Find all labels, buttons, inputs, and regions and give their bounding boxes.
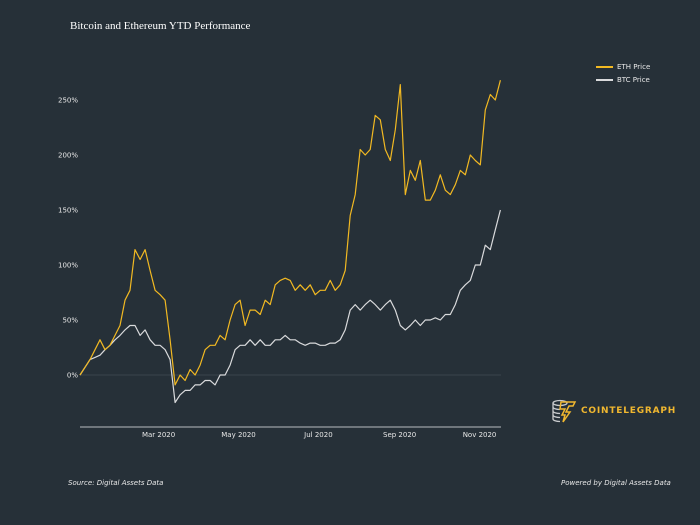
y-tick-label: 250% bbox=[58, 97, 78, 105]
y-tick-label: 0% bbox=[67, 372, 78, 380]
coin-stack-icon bbox=[552, 399, 577, 423]
legend-swatch-btc bbox=[596, 78, 613, 81]
x-tick-label: Mar 2020 bbox=[142, 431, 175, 439]
chart-title: Bitcoin and Ethereum YTD Performance bbox=[70, 20, 251, 32]
legend-item-btc: BTC Price bbox=[596, 73, 650, 86]
x-tick-label: Sep 2020 bbox=[383, 431, 416, 439]
y-tick-label: 100% bbox=[58, 262, 78, 270]
legend-item-eth: ETH Price bbox=[596, 60, 650, 73]
source-note: Source: Digital Assets Data bbox=[68, 479, 164, 487]
logo-text: COINTELEGRAPH bbox=[581, 406, 677, 416]
powered-by-note: Powered by Digital Assets Data bbox=[561, 479, 671, 487]
eth-price-line bbox=[79, 80, 501, 386]
x-tick-label: May 2020 bbox=[221, 431, 256, 439]
btc-price-line bbox=[79, 209, 501, 404]
x-tick-label: Nov 2020 bbox=[463, 431, 497, 439]
y-tick-label: 50% bbox=[62, 317, 78, 325]
legend-swatch-eth bbox=[596, 65, 613, 68]
x-tick-label: Jul 2020 bbox=[303, 431, 333, 439]
y-tick-label: 200% bbox=[58, 152, 78, 160]
y-tick-label: 150% bbox=[58, 207, 78, 215]
legend-label-btc: BTC Price bbox=[617, 75, 650, 84]
legend: ETH Price BTC Price bbox=[596, 60, 650, 86]
cointelegraph-logo: COINTELEGRAPH bbox=[551, 398, 676, 424]
legend-label-eth: ETH Price bbox=[617, 62, 651, 71]
